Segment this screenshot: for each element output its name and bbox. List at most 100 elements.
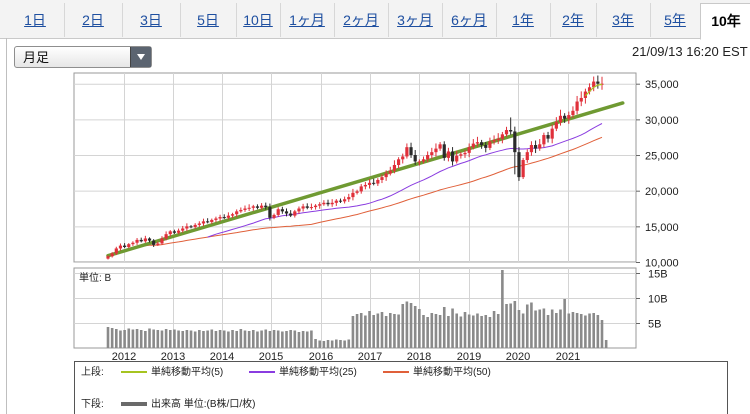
candle-body [305,206,309,208]
volume-bar [106,327,110,348]
candle-body [413,155,417,162]
volume-bar [525,304,529,348]
candle-body [513,131,517,153]
volume-bar [438,315,442,348]
candle-body [243,208,247,210]
tab-13[interactable]: 10年 [700,3,750,40]
candle-body [284,211,289,214]
price-tick-label: 15,000 [645,222,679,234]
candle-body [139,239,143,242]
candle-body [276,209,280,215]
volume-bar [521,313,525,348]
tab-1[interactable]: 2日 [64,3,123,37]
candle-body [272,214,276,218]
volume-bar [173,329,176,348]
candle-body [239,209,243,212]
candle-body [459,154,463,156]
candle-body [309,207,314,209]
volume-bar [152,329,155,348]
candle-body [359,186,363,192]
candle-body [293,211,297,216]
volume-bar [588,313,591,348]
volume-bar [459,316,463,348]
volume-bar [110,328,114,348]
volume-bar [388,313,392,348]
tab-7[interactable]: 3ヶ月 [388,3,443,37]
candle-body [405,147,409,157]
candle-body [426,155,430,160]
candle-body [372,182,376,184]
volume-bar [567,313,571,348]
candle-body [579,97,583,102]
tab-3[interactable]: 5日 [180,3,237,37]
legend-ma25-label: 単純移動平均(25) [279,367,357,378]
candle-body [168,231,172,235]
volume-bar [185,330,189,348]
price-panel [73,72,637,263]
candle-body [143,238,147,242]
candle-body [596,81,600,84]
volume-bar [442,307,446,348]
tab-2[interactable]: 3日 [122,3,181,37]
volume-bar [218,330,222,348]
candle-body [592,81,596,88]
candle-body [338,200,343,202]
volume-bar [579,314,583,348]
volume-bar [463,312,467,348]
volume-bar [505,304,508,348]
volume-bar [222,330,226,348]
volume-bar [268,331,272,348]
year-tick-label: 2012 [112,351,136,363]
volume-bar [335,339,338,348]
candle-body [147,238,152,241]
candle-body [343,199,347,202]
volume-bar [604,340,608,348]
volume-bar [330,340,334,348]
volume-bar [563,299,566,348]
chevron-down-icon[interactable] [130,47,151,67]
volume-bar [575,313,579,348]
volume-bar [559,309,562,348]
candle-body [355,191,359,193]
volume-bar [164,329,168,348]
tab-6[interactable]: 2ヶ月 [334,3,389,37]
candle-body [313,205,318,208]
candle-body [546,135,550,139]
year-tick-label: 2019 [457,351,481,363]
volume-bar [430,313,434,348]
volume-bar [210,329,214,348]
volume-bar [397,314,400,348]
volume-tick-label: 10B [648,294,668,306]
tab-11[interactable]: 3年 [596,3,651,37]
volume-bar [326,340,330,348]
candle-body [380,177,384,180]
ma5-swatch [121,371,147,374]
volume-bar [148,328,151,348]
year-tick-label: 2020 [506,351,530,363]
candle-body [496,138,500,141]
period-select[interactable]: 月足 [14,46,152,68]
legend-ma5-label: 単純移動平均(5) [151,367,224,378]
candle-body [251,206,255,208]
volume-bar [546,315,550,348]
volume-tick-label: 15B [648,269,668,281]
tab-9[interactable]: 1年 [496,3,551,37]
volume-bar [426,317,429,348]
volume-bar [355,314,359,348]
ma50-swatch [383,371,409,374]
year-tick-label: 2021 [556,351,580,363]
candle-body [351,192,355,198]
volume-bar [193,331,197,348]
volume-unit-label: 単位: B [79,271,112,284]
candle-body [330,202,334,205]
volume-bar [285,331,288,348]
candle-body [484,145,488,148]
volume-bar [168,330,172,348]
tab-0[interactable]: 1日 [6,3,65,37]
tab-5[interactable]: 1ヶ月 [280,3,335,37]
candle-body [533,145,538,149]
tab-4[interactable]: 10日 [236,3,281,37]
tab-8[interactable]: 6ヶ月 [442,3,497,37]
tab-10[interactable]: 2年 [550,3,597,37]
candle-body [583,91,587,98]
